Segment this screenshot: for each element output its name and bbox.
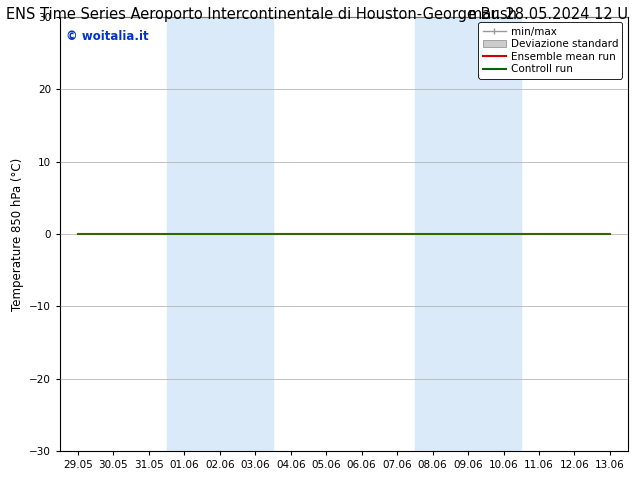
Text: © woitalia.it: © woitalia.it [66, 30, 148, 43]
Bar [415, 17, 521, 451]
Bar [167, 17, 273, 451]
Text: ENS Time Series Aeroporto Intercontinentale di Houston-George Bush: ENS Time Series Aeroporto Intercontinent… [6, 7, 517, 23]
Legend: min/max, Deviazione standard, Ensemble mean run, Controll run: min/max, Deviazione standard, Ensemble m… [479, 23, 623, 78]
Text: mar. 28.05.2024 12 U: mar. 28.05.2024 12 U [468, 7, 628, 23]
Y-axis label: Temperature 850 hPa (°C): Temperature 850 hPa (°C) [11, 157, 23, 311]
